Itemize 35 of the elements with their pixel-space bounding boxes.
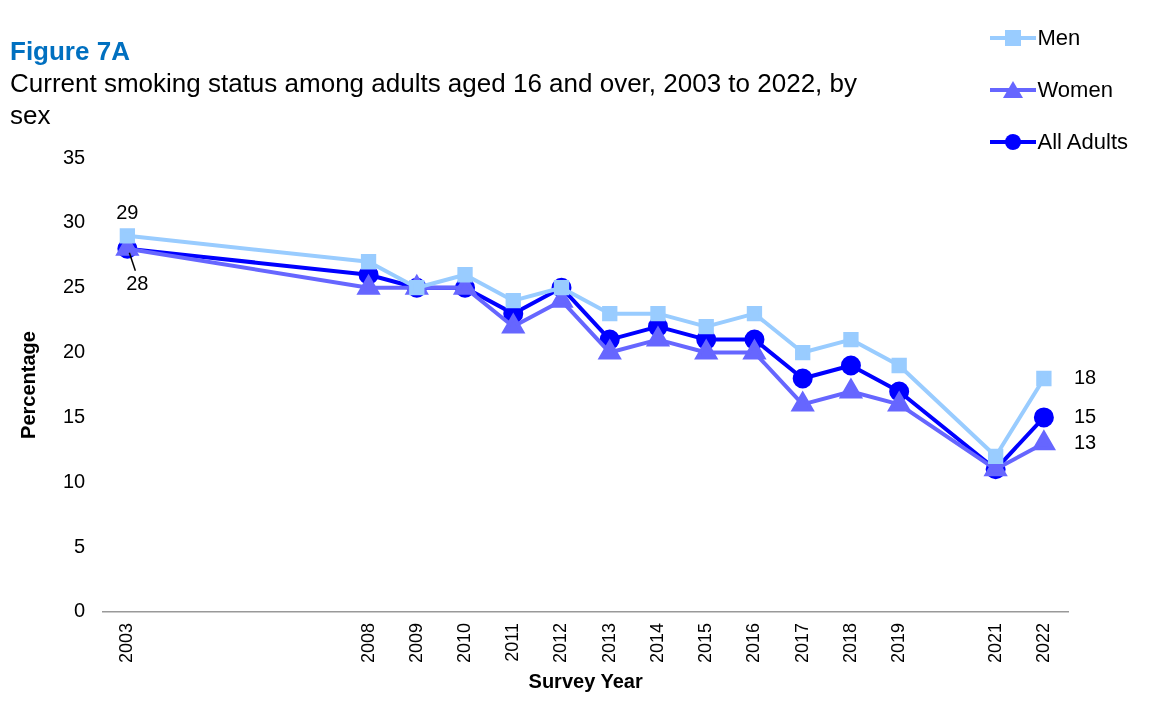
legend-label: All Adults [1037,129,1128,155]
x-tick-label: 2010 [454,622,474,663]
y-tick-label: 0 [74,599,86,622]
y-tick-label: 35 [63,145,86,168]
x-tick-label: 2012 [550,622,571,663]
legend-label: Women [1037,77,1113,103]
x-tick-label: 2016 [743,622,764,663]
x-tick-label: 2021 [984,622,1005,663]
y-tick-label: 5 [74,534,86,557]
x-tick-label: 2009 [405,622,426,663]
chart-title: Figure 7A [10,36,131,67]
x-tick-label: 2019 [888,622,909,663]
x-tick-label: 2013 [598,622,619,663]
y-tick-label: 25 [63,275,86,298]
y-tick-label: 15 [63,404,86,427]
data-label: 15 [1073,404,1097,427]
x-tick-label: 2003 [116,622,137,663]
x-tick-label: 2014 [646,622,667,663]
data-label: 18 [1073,366,1097,389]
x-axis-title: Survey Year [528,669,643,692]
data-label: 13 [1073,430,1097,453]
data-label: 28 [126,272,149,295]
x-tick-label: 2008 [357,622,378,663]
y-axis-title: Percentage [16,331,39,439]
legend-label: Men [1037,25,1081,51]
x-tick-label: 2015 [695,622,716,663]
x-tick-label: 2011 [502,622,523,662]
x-tick-label: 2017 [791,622,812,663]
x-tick-label: 2022 [1032,622,1053,663]
x-tick-label: 2018 [839,622,860,663]
data-label: 29 [116,201,139,224]
y-tick-label: 20 [63,340,86,363]
y-tick-label: 10 [63,469,86,492]
y-tick-label: 30 [63,210,86,233]
chart-subtitle: Current smoking status among adults aged 16 and over, 2003 to 2022, by sex [10,67,858,131]
